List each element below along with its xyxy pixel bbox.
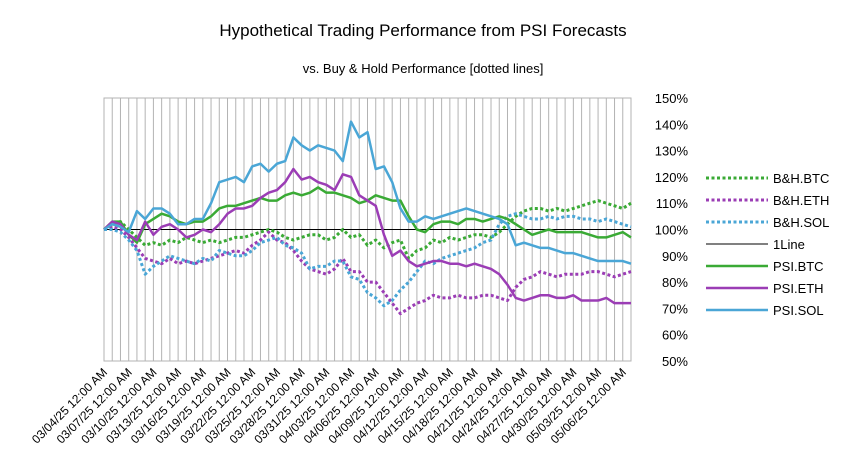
y-tick-label: 120% (655, 170, 689, 185)
legend-label: PSI.ETH (773, 281, 824, 296)
legend-label: PSI.BTC (773, 259, 824, 274)
chart-title: Hypothetical Trading Performance from PS… (219, 21, 626, 40)
y-tick-label: 50% (662, 354, 688, 369)
legend-label: PSI.SOL (773, 303, 824, 318)
y-tick-label: 60% (662, 328, 688, 343)
y-tick-label: 150% (655, 91, 689, 106)
y-tick-label: 80% (662, 275, 688, 290)
y-tick-label: 110% (656, 196, 689, 211)
legend-label: B&H.BTC (773, 171, 829, 186)
series-line-b-h-sol (104, 212, 632, 308)
series-line-psi-eth (103, 167, 631, 305)
series-lines (103, 120, 632, 316)
y-tick-label: 130% (655, 144, 689, 159)
y-tick-label: 100% (655, 223, 689, 238)
y-tick-label: 90% (662, 249, 688, 264)
y-tick-label: 70% (662, 301, 688, 316)
series-line-b-h-eth (103, 225, 632, 316)
y-axis-ticks: 50% 60% 70% 80% 90% 100% 110% 120% 130% 140% 150% (655, 91, 689, 369)
legend-label: B&H.SOL (773, 215, 829, 230)
legend-label: 1Line (773, 237, 805, 252)
chart-subtitle: vs. Buy & Hold Performance [dotted lines… (303, 61, 544, 76)
legend-label: B&H.ETH (773, 193, 829, 208)
legend: B&H.BTC B&H.ETH B&H.SOL 1Line PSI.BTC PSI.ETH… (706, 171, 829, 318)
series-line-b-h-btc (103, 199, 632, 260)
series-line-psi-sol (103, 120, 632, 265)
y-tick-label: 140% (655, 117, 689, 132)
